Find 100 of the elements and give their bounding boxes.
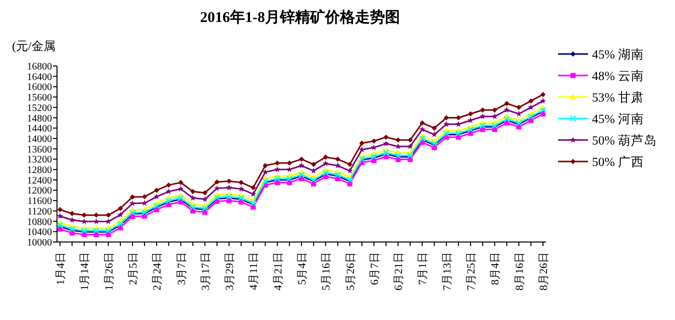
point [178,186,184,192]
y-axis-title: (元/金属 [12,39,56,53]
x-tick-label: 7月25日 [466,252,478,290]
point [226,184,232,190]
point [57,207,63,212]
x-tick-label: 6月21日 [393,252,406,290]
x-tick-label: 8月4日 [490,252,502,285]
point [93,218,100,224]
point [250,190,256,197]
point [117,212,124,218]
y-tick-label: 13200 [27,154,52,166]
x-tick-label: 7月13日 [441,252,454,290]
x-tick-label: 2月5日 [127,252,140,285]
point [492,113,498,120]
x-tick-label: 5月16日 [320,252,333,290]
point [382,140,390,146]
y-tick-label: 11200 [27,206,52,218]
point [516,104,522,110]
point [141,200,148,206]
legend-label: 50% 广西 [592,155,644,169]
point [383,134,389,140]
point [154,188,160,193]
point [444,115,449,120]
point [214,185,220,192]
point [504,100,510,106]
point [528,98,534,104]
y-tick-label: 15200 [27,102,52,114]
point [178,180,184,186]
y-tick-label: 10000 [27,238,52,248]
point [190,194,196,201]
y-tick-label: 10800 [27,216,52,228]
point [347,162,352,167]
y-tick-label: 15600 [27,92,52,104]
point [443,121,450,127]
point [238,186,244,192]
point [262,163,268,168]
x-tick-label: 1月26日 [103,252,116,290]
point [431,131,438,138]
x-tick-label: 8月16日 [514,252,526,290]
legend-label: 53% 甘肃 [592,90,644,104]
point [94,212,99,218]
point [335,156,340,162]
point [395,137,401,143]
point [274,166,280,172]
point [274,160,280,166]
point [129,200,136,206]
point [166,182,172,188]
x-tick-label: 6月7日 [368,252,381,285]
x-tick-label: 1月14日 [79,252,92,290]
x-tick-label: 7月1日 [417,252,430,285]
y-tick-label: 16400 [27,72,52,83]
point [190,188,196,194]
point [540,98,546,104]
x-tick-label: 1月4日 [55,252,68,285]
point [82,212,87,218]
legend-label: 45% 湖南 [592,48,644,62]
y-tick-label: 14800 [27,113,52,124]
point [226,178,232,184]
y-tick-label: 12000 [27,186,52,197]
x-tick-label: 3月7日 [176,252,188,285]
y-tick-label: 14000 [27,134,52,145]
y-tick-label: 16800 [27,62,52,72]
point [118,206,123,211]
y-tick-label: 12400 [27,175,52,186]
y-tick-label: 11600 [27,196,52,208]
y-tick-label: 16000 [27,82,52,94]
point [310,162,316,167]
x-tick-label: 3月17日 [200,252,212,290]
y-tick-label: 13600 [27,144,52,156]
x-tick-label: 3月29日 [224,252,236,290]
point [202,196,208,202]
point [56,212,64,219]
point [420,120,425,126]
x-tick-label: 4月11日 [248,252,260,290]
point [395,143,402,150]
point [432,126,437,131]
point [69,210,75,216]
point [480,113,486,120]
point [323,154,328,160]
point [322,160,329,166]
point [298,156,304,162]
legend-label: 48% 云南 [592,69,644,83]
point [105,218,112,224]
point [408,137,413,143]
x-tick-label: 4月21日 [272,252,284,290]
point [419,126,426,132]
point [154,194,160,200]
point [468,111,474,116]
point [310,168,317,174]
x-tick-label: 5月26日 [344,252,357,290]
point [359,140,364,146]
legend-label: 45% 河南 [592,112,644,126]
point [106,212,111,218]
point [286,160,292,166]
point [371,138,377,144]
point [238,180,244,186]
point [142,194,148,200]
point [407,143,414,150]
y-tick-label: 10400 [27,227,52,238]
x-tick-label: 2月24日 [152,252,164,290]
